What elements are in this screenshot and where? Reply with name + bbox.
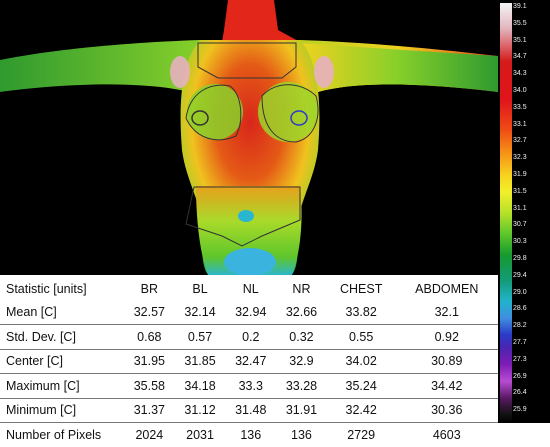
thermogram [0,0,498,275]
cell: 0.92 [395,324,498,349]
cell: 34.18 [174,373,226,398]
colorbar-tick-label: 25.9 [513,406,527,414]
cell: 32.9 [276,348,327,374]
table-row: Center [C] 31.95 31.85 32.47 32.9 34.02 … [0,348,498,374]
right-breast [258,82,318,142]
cell: 32.14 [184,305,216,320]
row-label: Maximum [C] [0,373,124,398]
cell: 33.28 [276,373,327,398]
cell: 34.02 [326,348,396,374]
abdomen-roi [185,186,301,247]
colorbar-tick-label: 26.4 [513,389,527,397]
nipple-roi-left [191,110,209,126]
cell: 32.1 [434,305,459,320]
cell: 2031 [174,422,226,447]
row-label: Mean [C] [6,305,57,320]
row-label: Std. Dev. [C] [0,324,124,349]
cell: 33.82 [345,305,377,320]
column-header: NL [242,281,259,296]
cell: 0.68 [124,324,175,349]
colorbar-tick-label: 34.0 [513,87,527,94]
colorbar-tick-label: 31.9 [513,171,527,178]
cell: 31.12 [174,397,226,423]
cell: 31.91 [276,397,327,423]
cell: 32.47 [225,348,277,374]
row-label: Number of Pixels [0,422,124,447]
cell: 136 [225,422,277,447]
chest-roi [197,42,297,79]
cell: 35.24 [326,373,396,398]
colorbar-tick-label: 32.3 [513,154,527,162]
cell: 2729 [326,422,396,447]
temperature-colorbar: 39.1 35.5 35.1 34.7 34.3 34.0 33.5 33.1 32.7 32.3… [498,0,550,423]
cell: 33.3 [225,373,277,398]
colorbar-tick-label: 29.8 [513,255,527,262]
colorbar-tick-label: 34.7 [513,53,527,61]
colorbar-tick-label: 33.5 [513,103,527,111]
table-header-row: Statistic [units] BR BL NL NR CHEST ABDO… [0,277,498,301]
table-row: Mean [C] 32.57 32.14 32.94 32.66 33.82 3… [0,301,498,325]
table-row: Number of Pixels 2024 2031 136 136 2729 … [0,422,498,447]
breast-roi-left [185,84,242,141]
cell: 0.55 [326,324,396,349]
cell: 31.37 [124,397,175,423]
nipple-roi-right [290,110,308,126]
colorbar-tick-label: 34.3 [513,70,527,78]
colorbar-tick-label: 30.3 [513,238,527,246]
cell: 31.85 [174,348,226,374]
cell: 32.66 [285,305,318,320]
column-header: NR [292,281,311,296]
colorbar-tick-label: 31.1 [513,204,527,212]
colorbar-tick-label: 29.0 [513,288,527,296]
colorbar-tick-label: 28.2 [513,322,527,330]
statistics-table: Statistic [units] BR BL NL NR CHEST ABDO… [0,277,498,447]
column-header: CHEST [339,281,383,296]
row-label: Minimum [C] [0,397,124,423]
cell: 0.57 [174,324,226,349]
cell: 31.95 [124,348,175,374]
cell: 34.42 [395,373,498,398]
cell: 32.94 [235,305,267,320]
cell: 2024 [124,422,175,447]
cell: 30.36 [395,397,498,423]
colorbar-tick-label: 27.7 [513,339,527,346]
colorbar-tick-label: 27.3 [513,355,527,363]
column-header: ABDOMEN [415,281,479,296]
colorbar-tick-label: 33.1 [513,120,527,128]
thermal-image [0,0,498,275]
cell: 30.89 [395,348,498,374]
cell: 32.42 [326,397,396,423]
cell: 136 [276,422,327,447]
colorbar-tick-label: 30.7 [513,221,527,229]
colorbar-gradient [500,3,512,423]
cell: 31.48 [225,397,277,423]
colorbar-tick-label: 35.5 [513,19,527,27]
cell: 35.58 [124,373,175,398]
colorbar-tick-label: 29.4 [513,271,527,279]
colorbar-tick-label: 39.1 [513,3,527,10]
cell: 32.57 [133,305,165,320]
colorbar-tick-label: 26.9 [513,372,527,380]
cell: 0.32 [276,324,327,349]
column-header: BR [140,281,159,296]
left-breast [187,84,243,140]
row-label: Center [C] [0,348,124,374]
table-row: Minimum [C] 31.37 31.12 31.48 31.91 32.4… [0,397,498,423]
colorbar-tick-label: 28.6 [513,305,527,313]
table-row: Std. Dev. [C] 0.68 0.57 0.2 0.32 0.55 0.… [0,324,498,349]
colorbar-tick-label: 32.7 [513,137,527,145]
colorbar-tick-label: 31.5 [513,187,527,195]
cell: 0.2 [225,324,277,349]
cell: 4603 [395,422,498,447]
breast-roi-right [261,84,319,143]
column-header: Statistic [units] [6,281,87,296]
colorbar-tick-label: 35.1 [513,36,527,44]
table-row: Maximum [C] 35.58 34.18 33.3 33.28 35.24… [0,373,498,398]
neck [222,0,300,42]
column-header: BL [192,281,208,296]
